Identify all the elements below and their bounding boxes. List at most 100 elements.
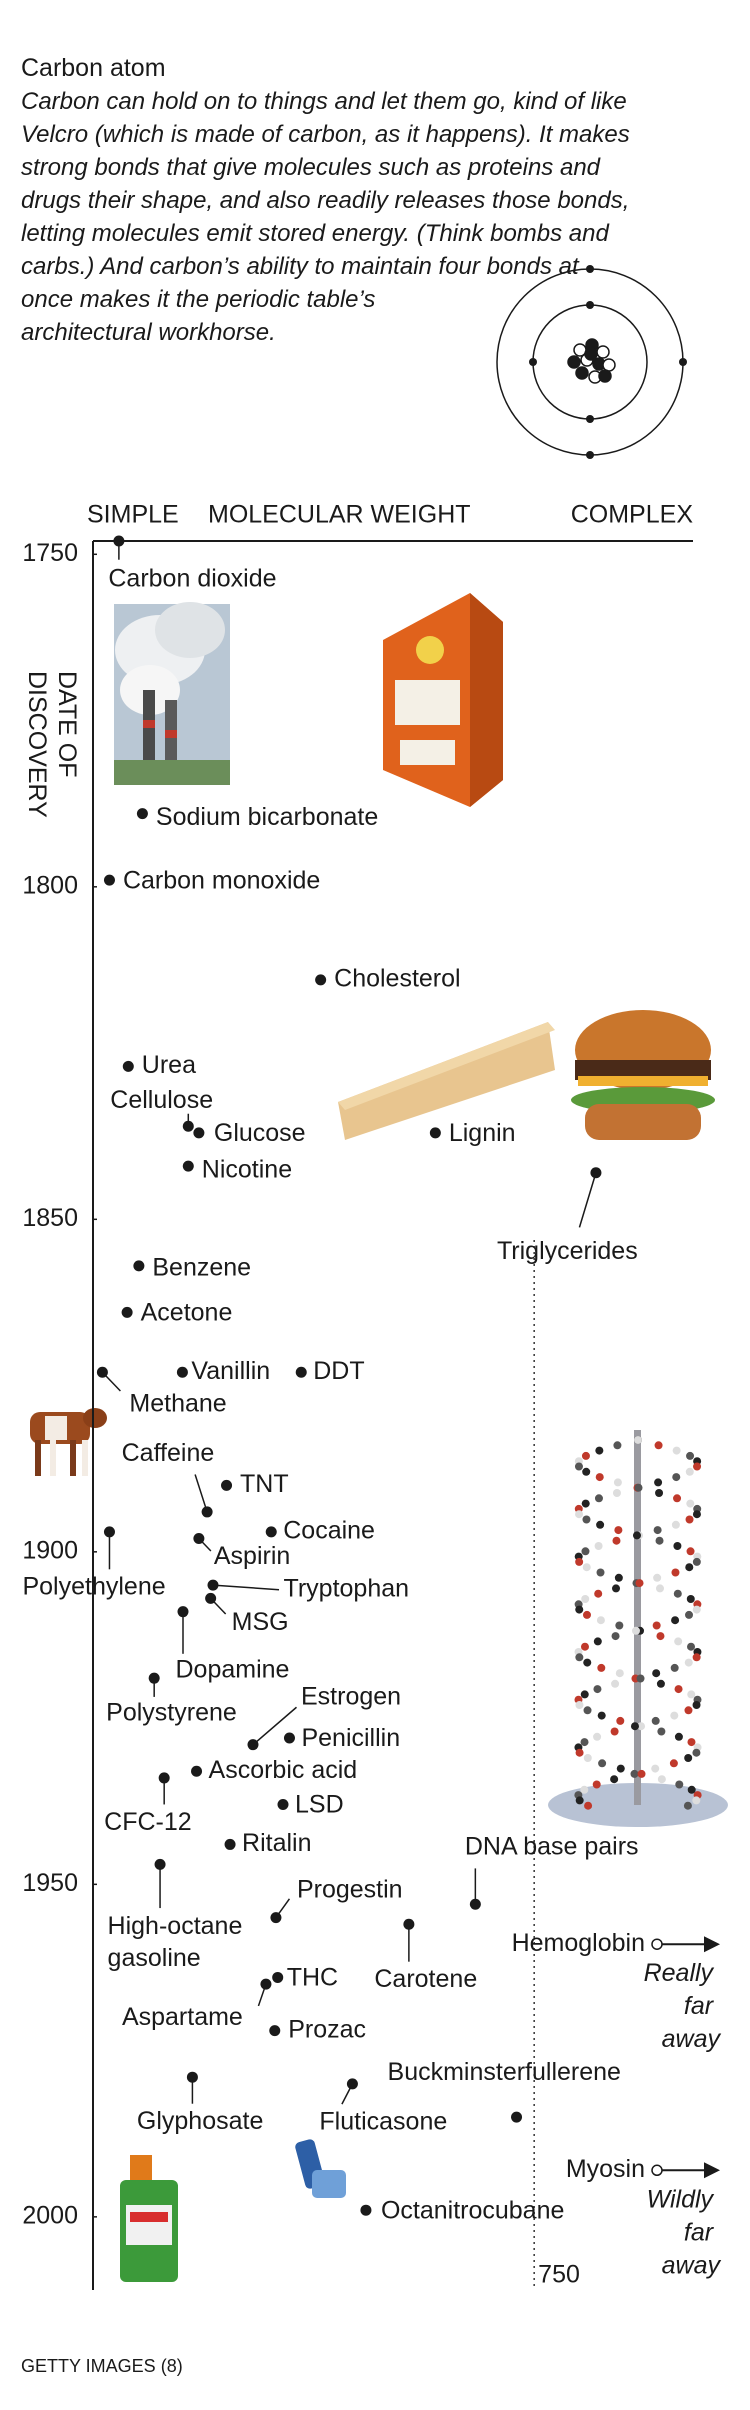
dna-atom [581,1451,590,1460]
x-tick-label: 750 [538,2261,580,2289]
point [260,1978,272,1990]
dna-atom [692,1557,701,1566]
leader-line [212,1584,280,1591]
dna-atom [673,1589,682,1598]
dna-atom [575,1653,584,1662]
point [154,1858,166,1870]
dna-atom [657,1727,666,1736]
dna-atom [583,1658,592,1667]
electron [586,301,594,309]
point-label: Triglycerides [497,1237,638,1265]
dna-atom [596,1616,605,1625]
point-label: LSD [295,1791,344,1819]
point [136,808,148,820]
text-line: Wildly [647,2185,720,2213]
dna-atom [610,1727,619,1736]
electron [529,358,537,366]
dna-atom [581,1547,590,1556]
dna-atom [692,1701,701,1709]
point [277,1799,289,1811]
point-label: Glyphosate [137,2107,263,2135]
dna-atom [685,1563,694,1572]
point [295,1366,307,1378]
dna-atom [687,1690,696,1699]
arrow-head [704,1936,720,1953]
point-label: Carotene [374,1965,477,1993]
dna-atom [673,1542,682,1550]
dna-atom [582,1563,591,1572]
dna-atom [580,1642,589,1651]
dna-atom [687,1785,696,1794]
leader-line [252,1706,297,1746]
point [283,1732,295,1744]
subtitle: Carbon can hold on to things and let the… [21,88,630,346]
dna-atom [685,1610,694,1619]
dna-atom [612,1584,621,1593]
dna-atom [654,1441,663,1450]
dna-atom [674,1732,683,1741]
point [360,2204,372,2216]
point [265,1526,277,1538]
point-label: TNT [240,1470,289,1498]
dna-atom [614,1573,623,1582]
dna-atom [652,1621,661,1630]
point-label: Carbon monoxide [123,866,320,894]
offscale-note: Wildly far away [647,2185,722,2279]
dna-atom [634,1436,642,1444]
dna-atom [595,1446,604,1455]
dna-atom [670,1711,679,1720]
point [511,2111,523,2123]
dna-atom [636,1674,645,1683]
point [121,1306,133,1318]
point-label: DDT [313,1357,364,1385]
point-label: Estrogen [301,1682,401,1710]
dna-atom [598,1759,607,1768]
dna-atom [575,1796,584,1805]
point-label: Cellulose [110,1086,213,1114]
offscale-point [651,1938,663,1950]
point [186,2071,198,2083]
electron [586,415,594,423]
point [247,1739,259,1751]
point-label: THC [287,1964,338,1992]
point [270,1912,282,1924]
dna-atom [687,1642,696,1651]
title: Carbon atom [21,54,166,82]
dna-atom [612,1489,621,1497]
point [182,1120,194,1132]
point-label: DNA base pairs [465,1833,639,1861]
point-label: Progestin [297,1876,403,1904]
point [224,1838,236,1850]
point [269,2025,281,2037]
point-label: Buckminsterfullerene [388,2058,621,2086]
dna-atom [611,1632,620,1641]
photo-credit: GETTY IMAGES (8) [21,2356,183,2376]
point-label: Penicillin [301,1724,400,1752]
point-label: Ritalin [242,1829,311,1857]
dna-atom [634,1483,643,1492]
arrow-head [704,2162,720,2179]
dna-atom [684,1658,693,1667]
point-label: Glucose [214,1119,306,1147]
point [590,1167,602,1179]
dna-atom [594,1542,603,1550]
dna-atom [592,1780,601,1789]
dna-atom [630,1722,639,1731]
dna-atom [692,1653,701,1662]
dna-atom [674,1685,683,1694]
point [148,1672,160,1684]
y-tick-label: 1750 [22,539,78,567]
point-label: Octanitrocubane [381,2196,564,2224]
dna-atom [674,1637,683,1646]
y-tick-label: 1950 [22,1869,78,1897]
point-label: Ascorbic acid [209,1756,358,1784]
dna-atom [581,1499,590,1508]
dna-atom [582,1515,591,1524]
nucleus [567,338,616,384]
spacer [441,283,631,483]
nucleon [575,366,589,380]
text-line: High-octane [108,1911,250,1939]
point [103,874,115,886]
point [193,1127,205,1139]
